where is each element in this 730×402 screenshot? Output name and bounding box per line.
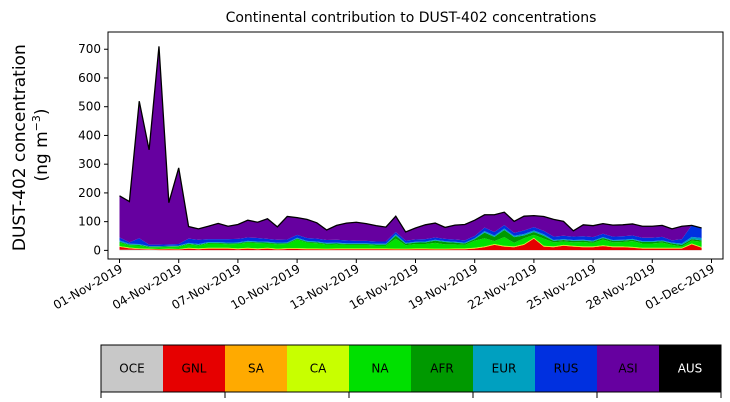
y-tick-label: 500: [78, 100, 101, 114]
legend-label-na: NA: [371, 362, 389, 376]
y-tick-label: 0: [93, 243, 101, 257]
legend-label-oce: OCE: [119, 362, 144, 376]
chart-title: Continental contribution to DUST-402 con…: [226, 10, 597, 26]
legend-swatch-afr: [411, 345, 473, 392]
legend-label-eur: EUR: [492, 362, 517, 376]
legend-swatch-na: [349, 345, 411, 392]
area-sa: [119, 238, 702, 250]
y-axis-label-line1: DUST-402 concentration: [10, 44, 30, 251]
area-eur: [119, 228, 702, 247]
legend-swatch-gnl: [163, 345, 225, 392]
legend: OCE GNL SA CA NA AFR EUR RUS ASI AUS: [100, 344, 722, 398]
y-tick-label: 600: [78, 71, 101, 85]
y-axis-label: DUST-402 concentration (ng m−3): [10, 39, 52, 251]
y-axis-label-close: ): [32, 108, 52, 115]
legend-label-ca: CA: [310, 362, 327, 376]
x-axis-ticks: 01-Nov-201904-Nov-201907-Nov-201910-Nov-…: [51, 259, 717, 312]
legend-swatch-asi: [597, 345, 659, 392]
legend-label-aus: AUS: [678, 362, 703, 376]
y-axis-label-line2: (ng m−3): [30, 108, 52, 181]
stacked-areas: [119, 46, 702, 251]
legend-label-afr: AFR: [430, 362, 453, 376]
legend-swatch-sa: [225, 345, 287, 392]
area-rus: [119, 225, 702, 247]
legend-swatch-eur: [473, 345, 535, 392]
y-axis-ticks: 0 100 200 300 400 500 600 700: [78, 42, 108, 257]
legend-label-rus: RUS: [554, 362, 579, 376]
y-tick-label: 200: [78, 186, 101, 200]
y-tick-label: 100: [78, 215, 101, 229]
y-tick-label: 300: [78, 157, 101, 171]
area-asi: [119, 46, 702, 245]
legend-label-sa: SA: [248, 362, 265, 376]
y-tick-label: 700: [78, 42, 101, 56]
legend-swatch-rus: [535, 345, 597, 392]
y-axis-label-unit: (ng m: [32, 131, 52, 181]
legend-frame: [100, 344, 722, 393]
y-axis-label-unit-exp: −3: [30, 115, 43, 131]
area-afr: [119, 229, 702, 248]
legend-label-gnl: GNL: [182, 362, 207, 376]
area-aus: [119, 46, 702, 232]
legend-swatch-oce: [101, 345, 163, 392]
legend-label-asi: ASI: [618, 362, 637, 376]
legend-swatch-aus: [659, 345, 721, 392]
area-gnl: [119, 238, 702, 251]
area-ca: [119, 237, 702, 250]
y-tick-label: 400: [78, 128, 101, 142]
legend-swatch-ca: [287, 345, 349, 392]
total-outline: [119, 46, 702, 233]
area-na: [119, 234, 702, 249]
